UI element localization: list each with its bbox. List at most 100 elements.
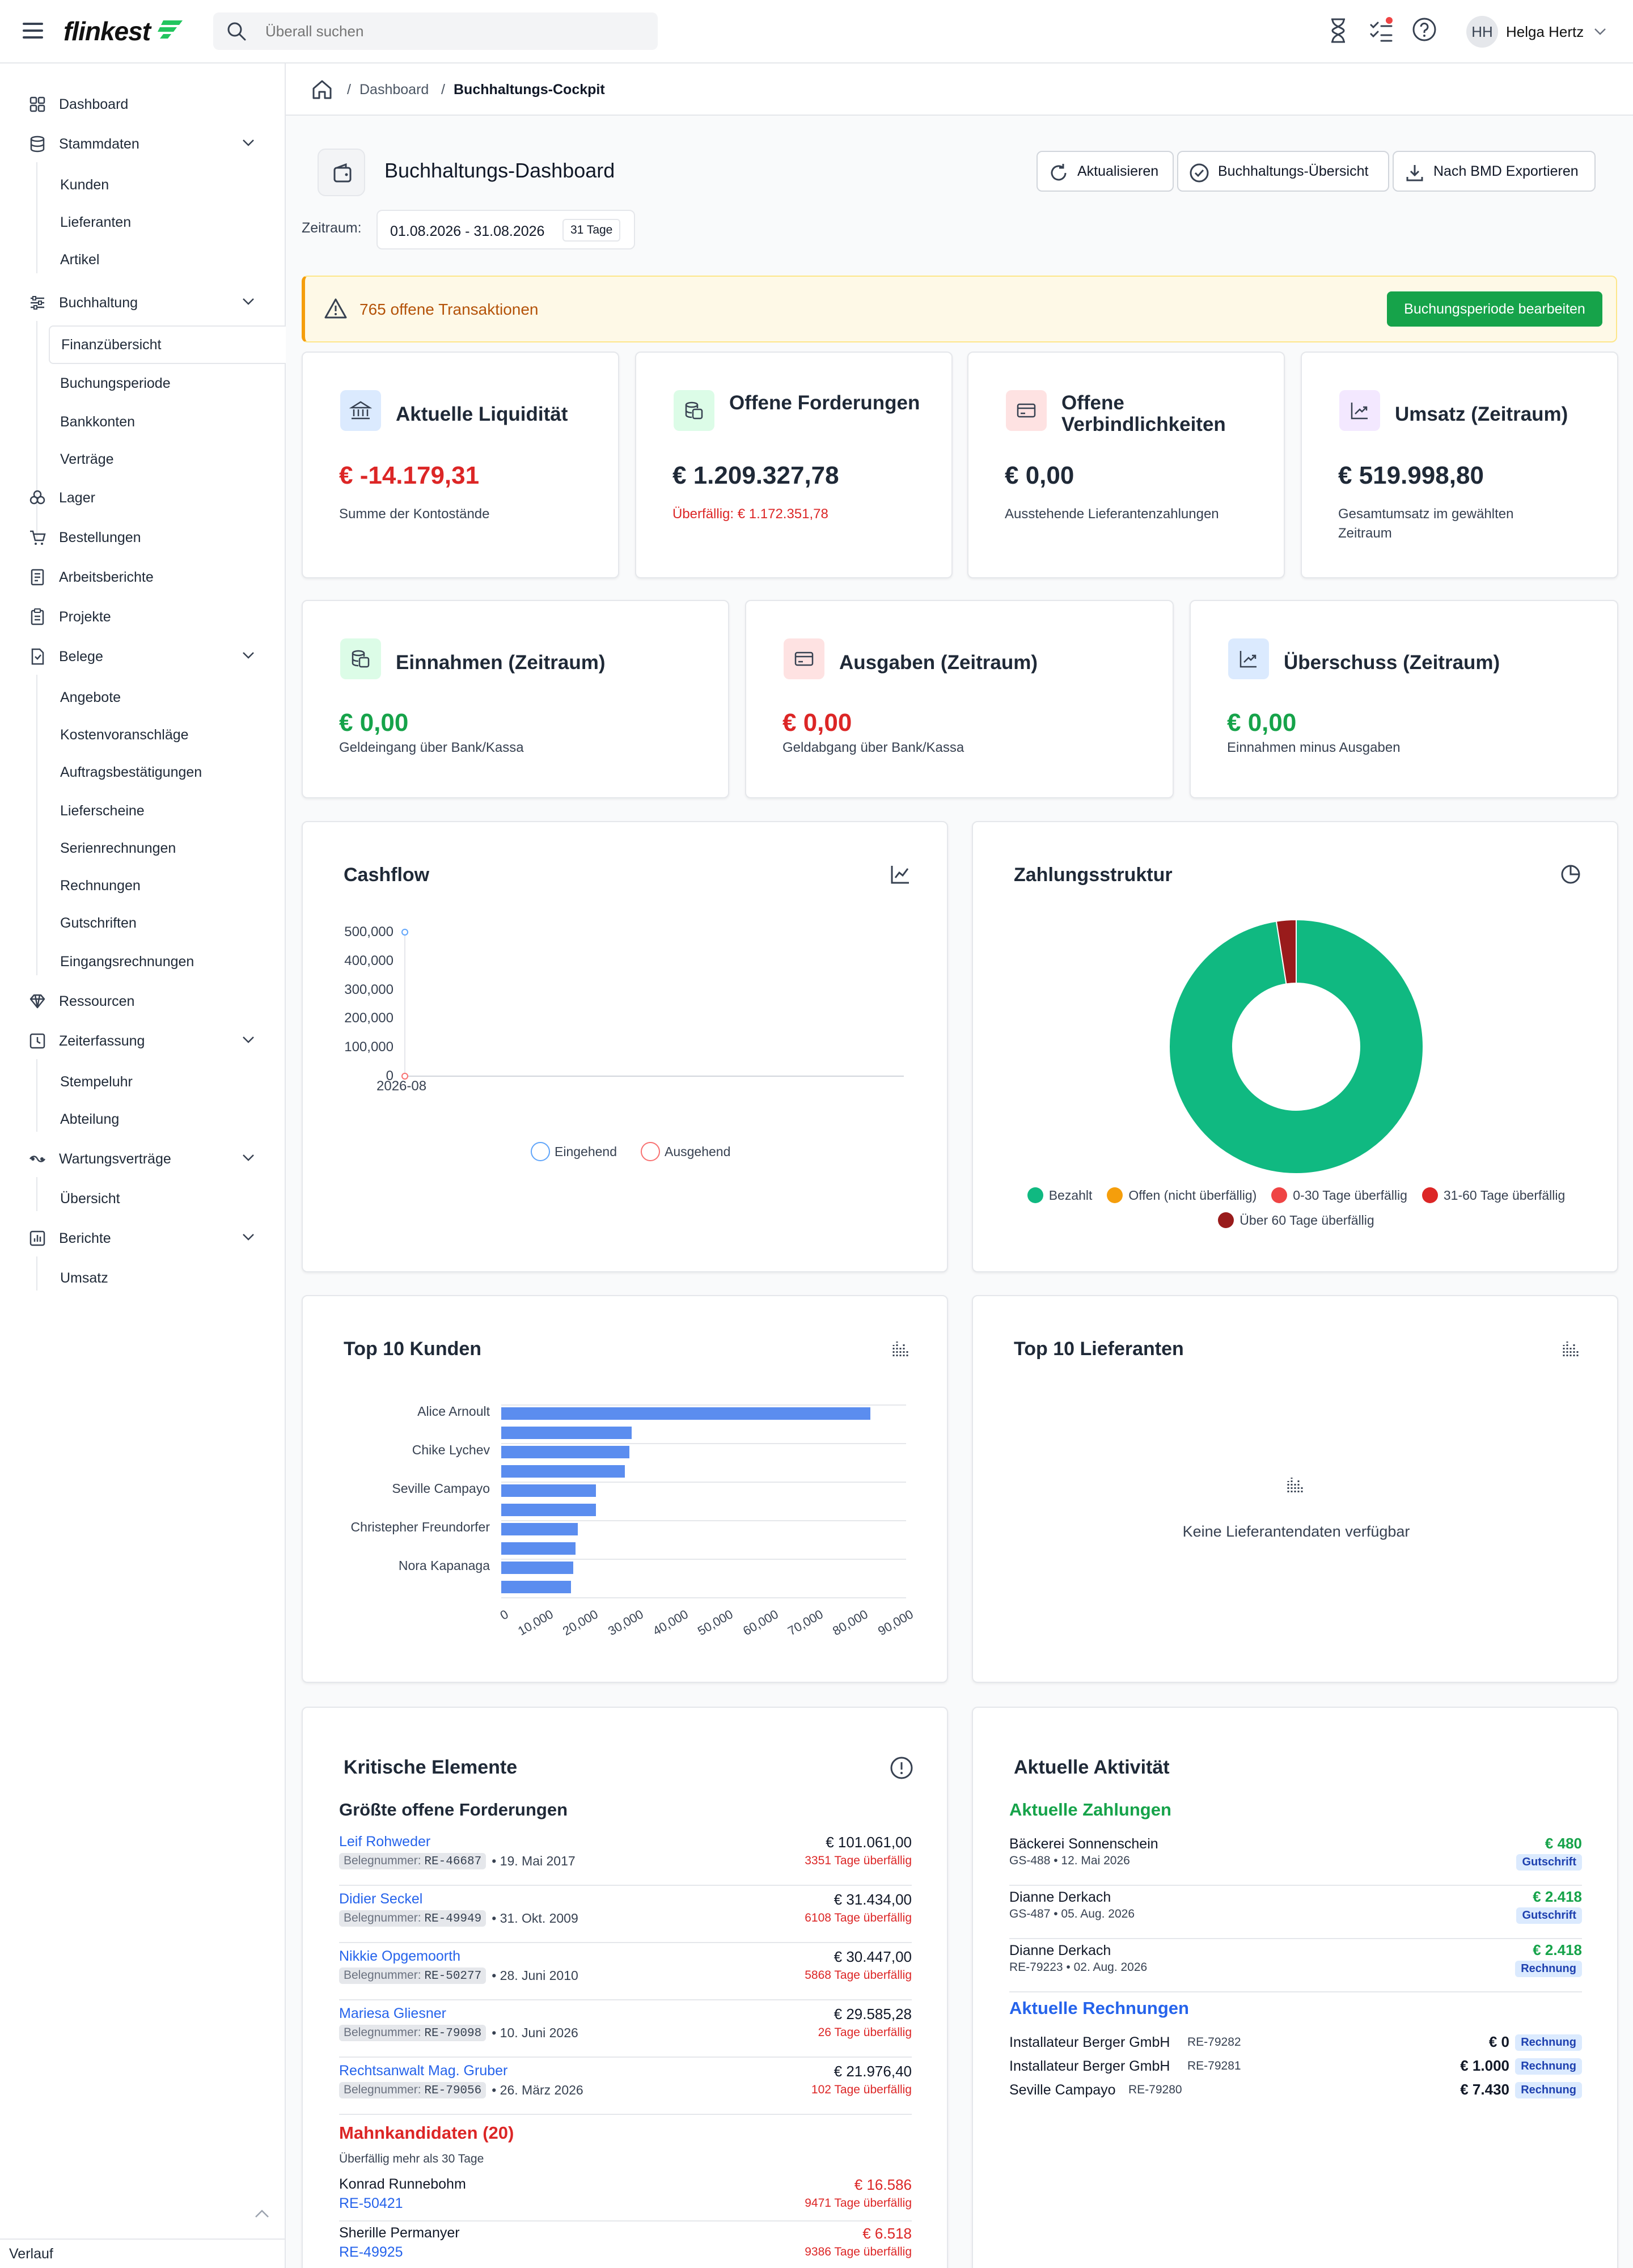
legend-item[interactable]: 0-30 Tage überfällig xyxy=(1271,1187,1407,1203)
home-icon[interactable] xyxy=(311,78,333,101)
sidebar-item-ressourcen[interactable]: Ressourcen xyxy=(0,984,285,1018)
bar-customer-4[interactable] xyxy=(501,1484,596,1497)
sidebar-item-kostenvoranschlaege[interactable]: Kostenvoranschläge xyxy=(60,726,189,743)
sidebar-item-lager[interactable]: Lager xyxy=(0,481,285,515)
invoice-number: RE-79280 xyxy=(1128,2083,1182,2096)
sidebar-item-kunden[interactable]: Kunden xyxy=(60,176,109,193)
chevron-up-icon[interactable] xyxy=(254,2209,270,2219)
main-content: / Dashboard / Buchhaltungs-Cockpit Buchh… xyxy=(286,64,1633,2268)
donut-slice-4[interactable] xyxy=(1275,919,1297,985)
accounting-overview-button[interactable]: Buchhaltungs-Übersicht xyxy=(1177,151,1389,192)
customer-link[interactable]: Nikkie Opgemoorth xyxy=(339,1948,460,1964)
edit-booking-period-button[interactable]: Buchungsperiode bearbeiten xyxy=(1387,291,1602,327)
help-icon[interactable] xyxy=(1412,17,1437,42)
invoice-row[interactable]: Seville Campayo RE-79280 € 7.430 Rechnung xyxy=(1009,2080,1582,2102)
bar-customer-9[interactable] xyxy=(501,1581,571,1593)
legend-eingehend[interactable]: Eingehend xyxy=(531,1142,617,1161)
legend-item[interactable]: 31-60 Tage überfällig xyxy=(1422,1187,1565,1203)
bar-customer-7[interactable] xyxy=(501,1542,576,1555)
forderung-row: Rechtsanwalt Mag. Gruber Belegnummer: RE-… xyxy=(339,2063,912,2115)
legend-item[interactable]: Offen (nicht überfällig) xyxy=(1107,1187,1257,1203)
export-bmd-button[interactable]: Nach BMD Exportieren xyxy=(1393,151,1596,192)
payment-meta: GS-488 • 12. Mai 2026 xyxy=(1009,1854,1130,1867)
customer-link[interactable]: Mariesa Gliesner xyxy=(339,2005,446,2021)
sidebar-item-belege[interactable]: Belege xyxy=(0,640,285,674)
bar-customer-2[interactable] xyxy=(501,1446,630,1458)
sidebar-item-rechnungen[interactable]: Rechnungen xyxy=(60,877,141,894)
sidebar-item-vertraege[interactable]: Verträge xyxy=(60,451,114,467)
sidebar-item-buchungsperiode[interactable]: Buchungsperiode xyxy=(60,375,171,391)
sidebar-item-dashboard[interactable]: Dashboard xyxy=(0,87,285,121)
chevron-down-icon xyxy=(1594,28,1606,35)
dashboard-icon xyxy=(29,96,45,112)
invoice-customer: Seville Campayo xyxy=(1009,2082,1116,2098)
customer-link[interactable]: Didier Seckel xyxy=(339,1891,423,1907)
sidebar-item-eingangsrechnungen[interactable]: Eingangsrechnungen xyxy=(60,953,194,970)
customer-link[interactable]: Rechtsanwalt Mag. Gruber xyxy=(339,2063,508,2079)
bar-customer-5[interactable] xyxy=(501,1504,596,1516)
refresh-button[interactable]: Aktualisieren xyxy=(1037,151,1174,192)
report-icon xyxy=(31,569,44,586)
y-tick-label: 300,000 xyxy=(344,981,394,997)
bar-chart-icon xyxy=(1563,1342,1579,1356)
history-footer[interactable]: Verlauf xyxy=(0,2239,285,2268)
global-search[interactable] xyxy=(213,12,658,50)
sidebar-item-zeiterfassung[interactable]: Zeiterfassung xyxy=(0,1024,285,1058)
sidebar-item-lieferanten[interactable]: Lieferanten xyxy=(60,214,132,230)
cashflow-point-eingehend[interactable] xyxy=(401,929,408,936)
sidebar-item-bankkonten[interactable]: Bankkonten xyxy=(60,413,136,430)
logo-mark-icon xyxy=(158,20,183,39)
app-logo[interactable]: flinkest xyxy=(64,16,151,46)
invoice-link[interactable]: RE-50421 xyxy=(339,2195,403,2211)
sidebar-item-auftragsbestaetigungen[interactable]: Auftragsbestätigungen xyxy=(60,764,202,780)
sidebar-item-stempeluhr[interactable]: Stempeluhr xyxy=(60,1073,133,1090)
user-menu[interactable]: HH Helga Hertz xyxy=(1466,16,1606,48)
invoice-row[interactable]: Installateur Berger GmbH RE-79281 € 1.000 R… xyxy=(1009,2056,1582,2079)
bar-chart-icon xyxy=(892,1342,908,1356)
sidebar-item-lieferscheine[interactable]: Lieferscheine xyxy=(60,802,145,819)
overdue-text: 9386 Tage überfällig xyxy=(805,2245,912,2258)
hamburger-icon[interactable] xyxy=(23,23,43,39)
sidebar-item-gutschriften[interactable]: Gutschriften xyxy=(60,915,137,931)
hourglass-icon[interactable] xyxy=(1327,17,1349,44)
sidebar-item-abteilung[interactable]: Abteilung xyxy=(60,1111,120,1127)
sidebar-item-berichte[interactable]: Berichte xyxy=(0,1221,285,1255)
cashflow-point-ausgehend[interactable] xyxy=(401,1073,408,1080)
zeitraum-picker[interactable]: 01.08.2026 - 31.08.2026 31 Tage xyxy=(376,210,635,249)
sidebar-item-artikel[interactable]: Artikel xyxy=(60,251,100,268)
sidebar-item-uebersicht[interactable]: Übersicht xyxy=(60,1190,120,1207)
customer-link[interactable]: Leif Rohweder xyxy=(339,1834,431,1850)
breadcrumb-dashboard[interactable]: Dashboard xyxy=(359,82,429,98)
tasks-icon[interactable] xyxy=(1369,17,1394,44)
invoice-row[interactable]: Installateur Berger GmbH RE-79282 € 0 Rechn… xyxy=(1009,2032,1582,2055)
aktivitaet-card: Aktuelle Aktivität Aktuelle Zahlungen Bä… xyxy=(972,1707,1618,2268)
legend-item[interactable]: Über 60 Tage überfällig xyxy=(1218,1212,1374,1228)
sidebar-item-finanzuebersicht[interactable]: Finanzübersicht xyxy=(61,336,162,353)
breadcrumb-current: Buchhaltungs-Cockpit xyxy=(454,82,605,98)
kpi-ausgaben: Ausgaben (Zeitraum) € 0,00 Geldabgang üb… xyxy=(745,600,1174,798)
sidebar-item-wartungsvertraege[interactable]: Wartungsverträge xyxy=(0,1142,285,1176)
legend-item[interactable]: Bezahlt xyxy=(1027,1187,1092,1203)
sidebar-item-serienrechnungen[interactable]: Serienrechnungen xyxy=(60,840,176,856)
donut-slice-0[interactable] xyxy=(1169,919,1424,1174)
sidebar-item-projekte[interactable]: Projekte xyxy=(0,600,285,634)
sidebar-active-indicator xyxy=(49,325,286,364)
bar-customer-8[interactable] xyxy=(501,1562,573,1574)
sidebar-item-stammdaten[interactable]: Stammdaten xyxy=(0,127,285,161)
bar-customer-6[interactable] xyxy=(501,1523,578,1535)
sidebar-item-bestellungen[interactable]: Bestellungen xyxy=(0,521,285,555)
sidebar-item-buchhaltung[interactable]: Buchhaltung xyxy=(0,286,285,320)
bar-customer-1[interactable] xyxy=(501,1427,632,1439)
y-tick-label: 100,000 xyxy=(344,1039,394,1055)
sidebar-item-arbeitsberichte[interactable]: Arbeitsberichte xyxy=(0,560,285,594)
pie-legend: Bezahlt Offen (nicht überfällig) 0-30 Tage… xyxy=(973,1183,1619,1233)
type-badge: Gutschrift xyxy=(1516,1854,1582,1871)
sidebar-item-angebote[interactable]: Angebote xyxy=(60,689,121,705)
sidebar-item-umsatz[interactable]: Umsatz xyxy=(60,1270,108,1286)
invoice-link[interactable]: RE-49925 xyxy=(339,2244,403,2260)
bar-customer-3[interactable] xyxy=(501,1465,625,1478)
search-input[interactable] xyxy=(265,12,640,50)
overdue-text: 5868 Tage überfällig xyxy=(805,1969,912,1982)
bar-customer-0[interactable] xyxy=(501,1407,870,1420)
legend-ausgehend[interactable]: Ausgehend xyxy=(641,1142,730,1161)
